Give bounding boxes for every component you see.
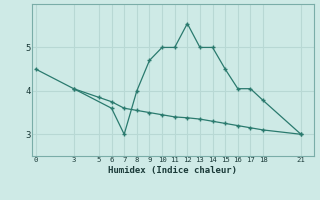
X-axis label: Humidex (Indice chaleur): Humidex (Indice chaleur) xyxy=(108,166,237,175)
